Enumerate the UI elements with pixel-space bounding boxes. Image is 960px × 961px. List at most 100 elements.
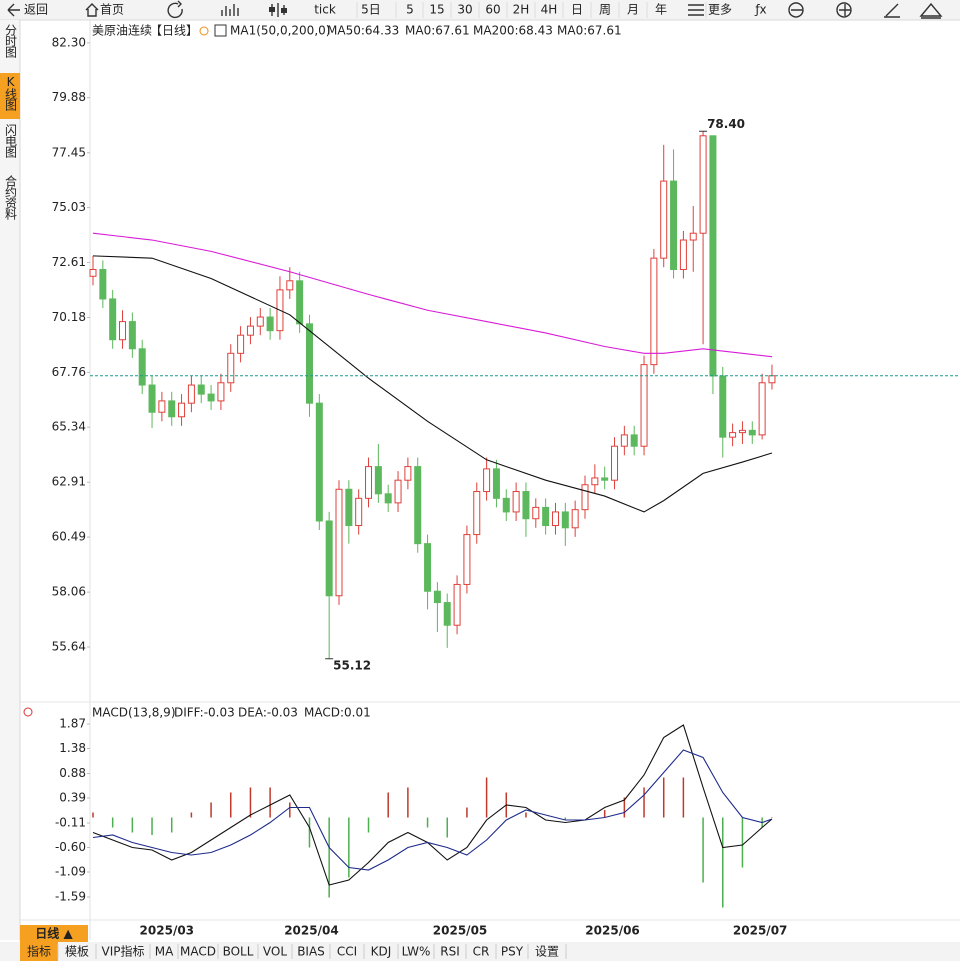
footer-tab[interactable]: 指标 xyxy=(27,944,51,959)
toolbar-button[interactable]: 日 xyxy=(571,3,583,17)
footer-tab[interactable]: MACD xyxy=(180,945,216,959)
y-tick-label: 1.87 xyxy=(59,717,86,731)
candle-body xyxy=(325,520,333,597)
bar-icon[interactable] xyxy=(221,4,239,16)
toolbar-button[interactable]: 4H xyxy=(541,3,558,17)
back-icon[interactable] xyxy=(7,3,20,17)
toolbar-button[interactable]: 月 xyxy=(627,3,639,17)
zoom-in-icon[interactable] xyxy=(836,2,852,18)
pen-icon[interactable] xyxy=(884,3,900,18)
period-tab[interactable]: 日线 ▲ xyxy=(35,926,73,941)
home-icon[interactable] xyxy=(85,3,99,17)
y-tick-label: -1.09 xyxy=(55,865,86,879)
footer-tab[interactable]: CR xyxy=(473,945,490,959)
legend-entry: MA50:64.33 xyxy=(327,24,399,38)
toolbar-button[interactable]: 返回 xyxy=(24,3,48,17)
indicator-icon[interactable] xyxy=(214,24,227,37)
toolbar-button[interactable]: 5 xyxy=(406,3,414,17)
y-tick-label: 65.34 xyxy=(52,420,86,434)
y-tick-label: 60.49 xyxy=(52,530,86,544)
footer-tab[interactable]: CCI xyxy=(337,945,357,959)
footer-tab[interactable]: BIAS xyxy=(297,945,325,959)
toolbar-button[interactable]: tick xyxy=(314,3,336,17)
candle-body xyxy=(365,466,373,499)
candle-body xyxy=(296,280,304,325)
candle-body xyxy=(109,298,117,341)
footer-tab-active[interactable] xyxy=(20,942,58,961)
candle-body xyxy=(335,488,343,597)
candle-body xyxy=(719,375,727,438)
toolbar-button[interactable]: 60 xyxy=(485,3,500,17)
footer-tab[interactable]: PSY xyxy=(501,945,524,959)
toolbar-button[interactable]: 15 xyxy=(429,3,444,17)
x-tick-label: 2025/04 xyxy=(284,924,338,938)
candle-body xyxy=(473,491,481,536)
candle-body xyxy=(256,316,264,327)
toolbar-button[interactable]: 更多 xyxy=(708,3,732,17)
y-tick-label: 79.88 xyxy=(52,90,86,104)
refresh-icon[interactable] xyxy=(167,0,183,19)
footer-tab[interactable]: VIP指标 xyxy=(102,944,145,959)
candle-body xyxy=(433,590,441,604)
candle-body xyxy=(630,434,638,447)
toolbar-button[interactable]: 年 xyxy=(655,3,667,17)
candle-body xyxy=(197,384,205,395)
candle-body xyxy=(305,323,313,404)
footer-tab[interactable]: 模板 xyxy=(65,945,89,959)
legend-entry: MA200:68.43 xyxy=(473,24,553,38)
footer xyxy=(0,942,960,961)
macd-title: MACD(13,8,9) xyxy=(92,706,176,720)
y-tick-label: 82.30 xyxy=(52,35,86,49)
triangle-icon[interactable] xyxy=(919,2,943,19)
candle-body xyxy=(178,402,186,418)
candle-body xyxy=(345,488,353,527)
footer-tab[interactable]: VOL xyxy=(263,945,287,959)
candle-body xyxy=(355,497,363,527)
candle-body xyxy=(384,493,392,504)
y-tick-label: 58.06 xyxy=(52,585,86,599)
candle-body xyxy=(758,382,766,436)
menu-icon[interactable] xyxy=(688,4,704,16)
x-tick-label: 2025/07 xyxy=(733,924,787,938)
legend-entry: MA1(50,0,200,0) xyxy=(230,24,330,38)
candle-body xyxy=(443,602,451,626)
toolbar-button[interactable]: 30 xyxy=(457,3,472,17)
candle-body xyxy=(620,434,628,447)
footer-tab[interactable]: RSI xyxy=(440,945,460,959)
toolbar-button[interactable]: 2H xyxy=(513,3,530,17)
sidebar-tab[interactable]: K线图 xyxy=(4,75,18,111)
x-tick-label: 2025/03 xyxy=(140,924,194,938)
candle-body xyxy=(148,384,156,413)
footer-tab[interactable]: 设置 xyxy=(535,945,559,959)
footer-tab[interactable]: BOLL xyxy=(223,945,254,959)
settings-icon[interactable] xyxy=(23,707,33,717)
period-tab-bg[interactable] xyxy=(20,925,88,942)
toolbar-button[interactable]: ƒx xyxy=(754,3,766,17)
candle-body xyxy=(679,239,687,270)
period-icon[interactable] xyxy=(199,26,209,36)
sidebar-tab-active[interactable] xyxy=(0,73,20,119)
zoom-out-icon[interactable] xyxy=(788,2,804,18)
y-tick-label: 62.91 xyxy=(52,475,86,489)
macd-line xyxy=(92,749,773,871)
legend-entry: MA0:67.61 xyxy=(557,24,622,38)
candle-body xyxy=(128,321,136,350)
sidebar-tab[interactable]: 合约资料 xyxy=(4,174,18,220)
footer-tab[interactable]: KDJ xyxy=(371,945,392,959)
candle-body xyxy=(424,543,432,592)
toolbar-button[interactable]: 5日 xyxy=(361,3,381,17)
toolbar-button[interactable]: 首页 xyxy=(100,3,124,17)
y-tick-label: 72.61 xyxy=(52,255,86,269)
candle-body xyxy=(561,511,569,529)
toolbar-button[interactable]: 周 xyxy=(599,3,611,17)
sidebar-tab[interactable]: 分时图 xyxy=(4,24,18,58)
footer-tab[interactable]: LW% xyxy=(402,945,431,959)
footer-tab[interactable]: MA xyxy=(155,945,174,959)
y-tick-label: -0.11 xyxy=(55,816,86,830)
candle-body xyxy=(699,135,707,234)
candle-body xyxy=(246,325,254,336)
sidebar-tab[interactable]: 闪电图 xyxy=(4,124,18,158)
x-tick-label: 2025/06 xyxy=(585,924,639,938)
